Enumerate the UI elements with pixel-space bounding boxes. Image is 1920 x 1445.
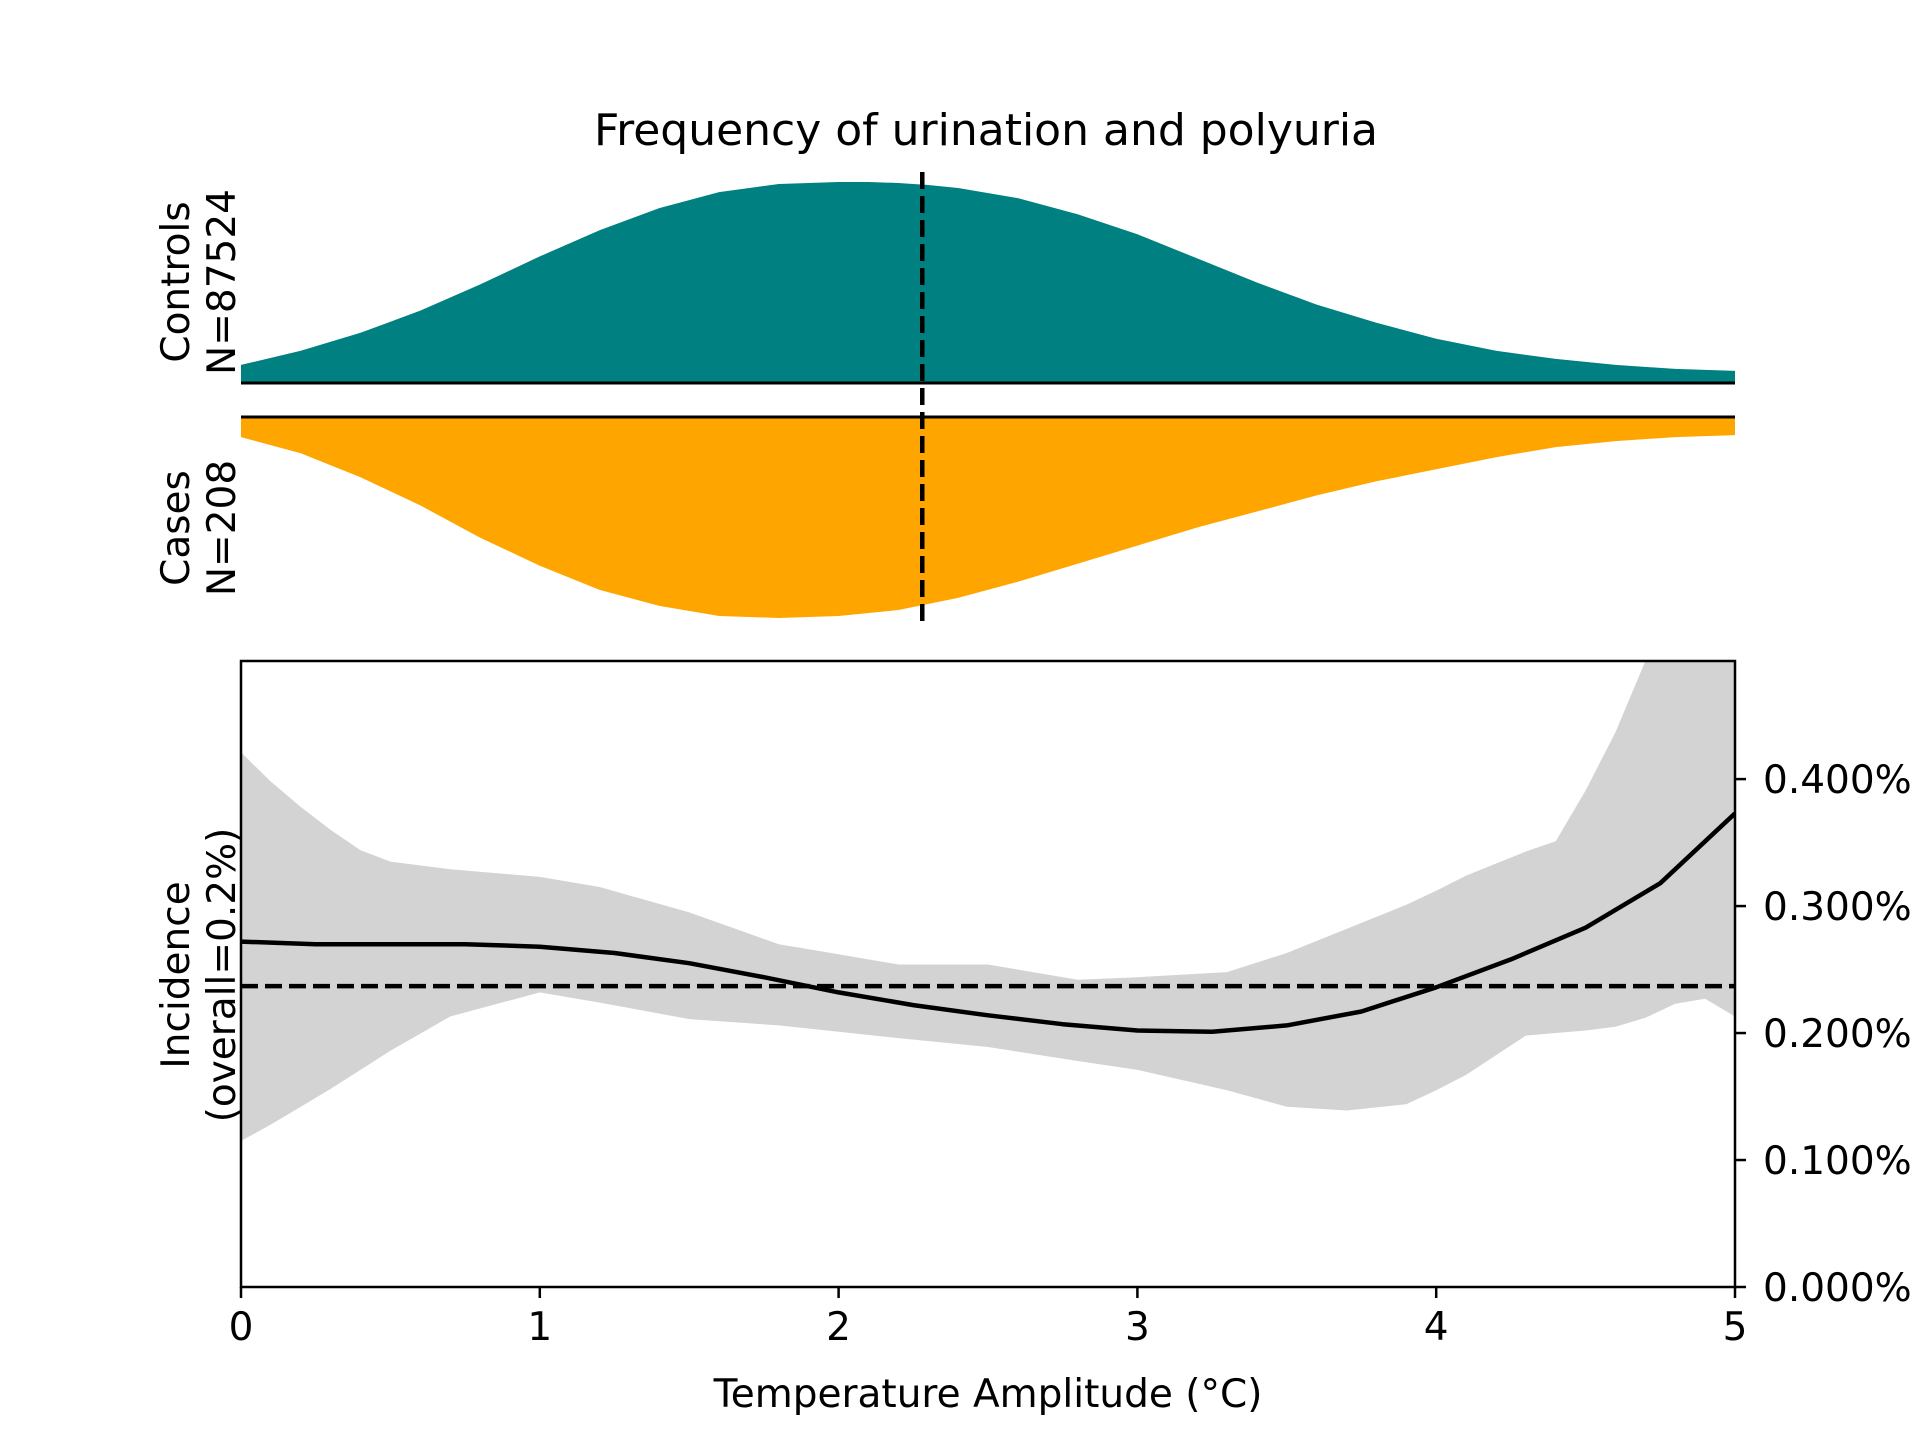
y-tick-label: 0.000% <box>1763 1266 1912 1311</box>
controls-panel: ControlsN=87524 <box>154 182 1735 385</box>
y-tick-label: 0.100% <box>1763 1139 1912 1184</box>
x-tick-label: 4 <box>1424 1305 1449 1350</box>
controls-density-area <box>241 182 1735 383</box>
incidence-line <box>241 811 1735 1035</box>
y-tick-label: 0.200% <box>1763 1012 1912 1057</box>
plot-frame <box>239 659 1737 1289</box>
x-tick-label: 2 <box>826 1305 851 1350</box>
x-tick-label: 3 <box>1125 1305 1150 1350</box>
y-axis-label: Incidence(overall=0.2%) <box>154 828 245 1123</box>
incidence-panel: 0 1 2 3 4 5 0.000% 0.100% 0.200% 0.300% 0.400% Te… <box>154 659 1912 1417</box>
x-tick-label: 1 <box>527 1305 552 1350</box>
chart-title: Frequency of urination and polyuria <box>594 105 1378 156</box>
y-tick-label: 0.300% <box>1763 885 1912 930</box>
y-axis-right: 0.000% 0.100% 0.200% 0.300% 0.400% <box>1735 758 1912 1311</box>
cases-panel: CasesN=208 <box>154 415 1735 618</box>
x-tick-label: 0 <box>229 1305 254 1350</box>
y-tick-label: 0.400% <box>1763 758 1912 803</box>
confidence-band <box>241 661 1735 1141</box>
controls-label: ControlsN=87524 <box>154 189 245 375</box>
cases-label: CasesN=208 <box>154 460 245 596</box>
cases-density-area <box>241 417 1735 618</box>
x-tick-label: 5 <box>1723 1305 1748 1350</box>
x-axis: 0 1 2 3 4 5 <box>229 1287 1748 1350</box>
x-axis-label: Temperature Amplitude (°C) <box>713 1372 1263 1417</box>
